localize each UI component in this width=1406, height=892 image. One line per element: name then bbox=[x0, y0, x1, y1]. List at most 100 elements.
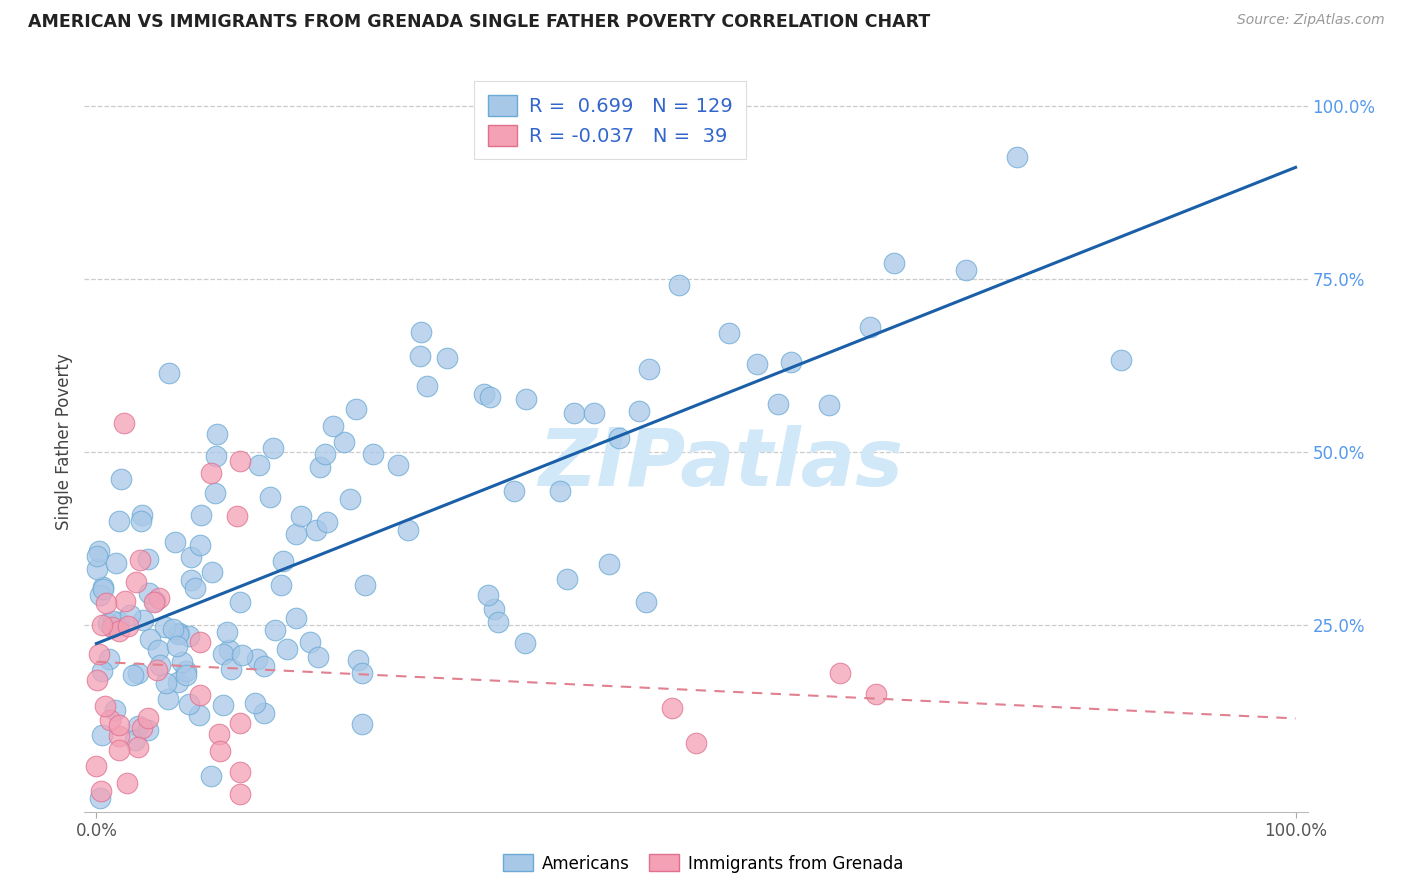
Point bbox=[103, 614, 125, 628]
Point bbox=[139, 632, 162, 646]
Point bbox=[350, 716, 373, 731]
Point bbox=[285, 611, 308, 625]
Point bbox=[138, 586, 160, 600]
Point bbox=[211, 698, 233, 713]
Point bbox=[180, 549, 202, 564]
Point bbox=[354, 578, 377, 592]
Point bbox=[253, 659, 276, 673]
Point bbox=[307, 650, 329, 665]
Point bbox=[90, 783, 112, 797]
Point bbox=[86, 758, 108, 772]
Point bbox=[484, 602, 506, 616]
Point bbox=[166, 674, 188, 689]
Point bbox=[157, 692, 180, 706]
Point bbox=[598, 557, 620, 571]
Point bbox=[90, 728, 112, 742]
Point bbox=[122, 667, 145, 681]
Point bbox=[157, 366, 180, 380]
Point bbox=[955, 263, 977, 277]
Point bbox=[131, 508, 153, 522]
Point bbox=[98, 652, 121, 666]
Point bbox=[89, 790, 111, 805]
Point bbox=[478, 390, 501, 404]
Point bbox=[89, 648, 111, 662]
Point bbox=[247, 458, 270, 472]
Point bbox=[408, 349, 430, 363]
Point bbox=[262, 441, 284, 455]
Point bbox=[486, 615, 509, 629]
Point bbox=[314, 447, 336, 461]
Point bbox=[107, 514, 129, 528]
Point bbox=[146, 643, 169, 657]
Point bbox=[229, 787, 252, 801]
Point bbox=[155, 620, 177, 634]
Point bbox=[276, 641, 298, 656]
Point bbox=[177, 697, 200, 711]
Point bbox=[190, 689, 212, 703]
Point bbox=[231, 648, 253, 662]
Point bbox=[361, 447, 384, 461]
Point bbox=[145, 663, 167, 677]
Point bbox=[89, 588, 111, 602]
Point bbox=[96, 596, 118, 610]
Point bbox=[97, 615, 120, 630]
Point bbox=[188, 707, 211, 722]
Point bbox=[136, 710, 159, 724]
Point bbox=[627, 404, 650, 418]
Point bbox=[316, 515, 339, 529]
Point bbox=[112, 416, 135, 430]
Point bbox=[229, 716, 252, 731]
Point bbox=[117, 619, 139, 633]
Point bbox=[143, 595, 166, 609]
Point bbox=[219, 662, 242, 676]
Point bbox=[108, 742, 131, 756]
Point bbox=[131, 722, 153, 736]
Point bbox=[104, 703, 127, 717]
Point bbox=[416, 378, 439, 392]
Point bbox=[166, 639, 188, 653]
Point bbox=[167, 625, 190, 640]
Point bbox=[817, 398, 839, 412]
Legend: Americans, Immigrants from Grenada: Americans, Immigrants from Grenada bbox=[496, 847, 910, 880]
Text: ZIPatlas: ZIPatlas bbox=[538, 425, 903, 503]
Point bbox=[253, 706, 276, 720]
Point bbox=[204, 485, 226, 500]
Point bbox=[245, 696, 267, 710]
Point bbox=[638, 362, 661, 376]
Point bbox=[114, 593, 136, 607]
Point bbox=[91, 582, 114, 596]
Point bbox=[162, 622, 184, 636]
Point bbox=[201, 565, 224, 579]
Point bbox=[132, 613, 155, 627]
Point bbox=[396, 524, 419, 538]
Point bbox=[136, 723, 159, 738]
Point bbox=[685, 735, 707, 749]
Point bbox=[155, 676, 177, 690]
Y-axis label: Single Father Poverty: Single Father Poverty bbox=[55, 353, 73, 530]
Point bbox=[208, 727, 231, 741]
Point bbox=[107, 718, 129, 732]
Point bbox=[98, 713, 121, 727]
Point bbox=[609, 431, 631, 445]
Point bbox=[127, 719, 149, 733]
Point bbox=[226, 508, 249, 523]
Point bbox=[564, 406, 586, 420]
Point bbox=[436, 351, 458, 365]
Point bbox=[87, 543, 110, 558]
Point bbox=[177, 629, 200, 643]
Point bbox=[188, 634, 211, 648]
Point bbox=[149, 657, 172, 672]
Text: Source: ZipAtlas.com: Source: ZipAtlas.com bbox=[1237, 13, 1385, 28]
Point bbox=[188, 538, 211, 552]
Point bbox=[264, 624, 287, 638]
Point bbox=[259, 490, 281, 504]
Point bbox=[91, 664, 114, 678]
Legend: R =  0.699   N = 129, R = -0.037   N =  39: R = 0.699 N = 129, R = -0.037 N = 39 bbox=[474, 81, 747, 160]
Point bbox=[332, 434, 354, 449]
Point bbox=[124, 733, 146, 747]
Point bbox=[270, 578, 292, 592]
Point bbox=[108, 624, 131, 639]
Point bbox=[91, 580, 114, 594]
Point bbox=[472, 386, 495, 401]
Point bbox=[555, 572, 578, 586]
